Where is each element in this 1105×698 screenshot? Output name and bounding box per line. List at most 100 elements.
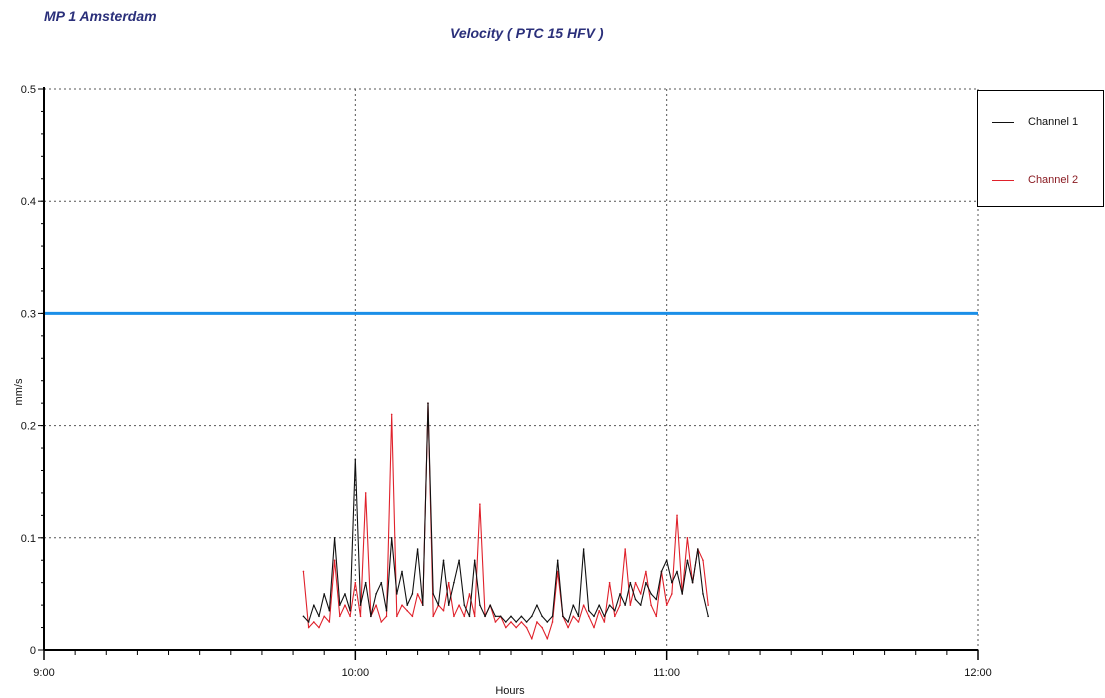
data-point	[671, 593, 673, 595]
legend-swatch-channel-2	[992, 179, 1014, 181]
legend-item-channel-1[interactable]: Channel 1	[992, 115, 1078, 129]
data-point	[432, 593, 434, 595]
y-tick-label: 0.5	[21, 84, 36, 96]
data-point	[536, 604, 538, 606]
data-point	[665, 604, 668, 606]
data-point	[686, 537, 689, 539]
data-point	[396, 593, 398, 595]
data-point	[489, 604, 492, 606]
data-point	[572, 615, 575, 618]
data-point	[603, 615, 606, 618]
x-axis-title: Hours	[495, 685, 525, 697]
data-point	[691, 581, 694, 584]
data-point	[349, 615, 351, 618]
data-point	[551, 621, 554, 623]
legend-item-channel-2[interactable]: Channel 2	[992, 173, 1078, 187]
data-point	[390, 537, 393, 539]
data-point	[624, 604, 626, 606]
data-point	[645, 570, 647, 573]
data-point	[520, 615, 523, 618]
data-point	[577, 621, 580, 623]
data-point	[567, 626, 569, 629]
y-tick-label: 0.4	[21, 196, 36, 208]
data-point	[359, 615, 362, 618]
data-point	[572, 604, 575, 606]
data-point	[468, 615, 471, 618]
data-point	[333, 559, 336, 562]
data-point	[411, 593, 414, 595]
data-point	[520, 621, 523, 623]
data-point	[380, 621, 383, 623]
data-point	[468, 593, 471, 595]
data-point	[406, 604, 409, 606]
data-point	[588, 609, 590, 612]
data-point	[442, 609, 445, 612]
data-point	[562, 615, 564, 618]
data-point	[390, 413, 393, 416]
data-point	[416, 548, 419, 550]
data-point	[593, 615, 595, 618]
data-point	[375, 593, 377, 595]
legend-label-channel-2: Channel 2	[1028, 174, 1079, 186]
data-point	[307, 621, 310, 623]
data-point	[634, 598, 637, 601]
data-point	[344, 604, 346, 606]
data-point	[411, 615, 414, 618]
data-point	[453, 581, 455, 584]
data-point	[588, 615, 590, 618]
data-point	[313, 621, 315, 623]
data-point	[619, 593, 621, 595]
data-point	[406, 609, 409, 612]
data-point	[525, 621, 528, 623]
data-point	[447, 581, 450, 584]
data-point	[473, 615, 476, 618]
data-point	[463, 604, 466, 606]
data-point	[354, 581, 357, 584]
data-point	[660, 570, 663, 573]
data-point	[582, 604, 585, 606]
data-point	[639, 604, 642, 606]
data-point	[598, 604, 601, 606]
data-point	[541, 626, 543, 629]
data-point	[359, 604, 362, 606]
data-point	[629, 604, 632, 606]
x-tick-label: 11:00	[653, 667, 680, 679]
data-point	[624, 548, 626, 550]
data-point	[598, 609, 601, 612]
data-point	[302, 570, 305, 573]
y-tick-label: 0.2	[21, 421, 36, 433]
data-point	[613, 609, 616, 612]
data-point	[380, 581, 383, 584]
data-point	[686, 559, 689, 562]
y-tick-label: 0.1	[21, 533, 36, 545]
legend: Channel 1 Channel 2	[977, 90, 1104, 207]
data-point	[354, 458, 357, 461]
y-tick-label: 0	[30, 645, 36, 657]
x-tick-label: 9:00	[33, 667, 54, 679]
data-point	[323, 615, 326, 618]
data-point	[650, 593, 652, 595]
data-point	[505, 626, 507, 629]
data-point	[421, 604, 424, 606]
data-point	[328, 609, 331, 612]
data-point	[515, 626, 517, 629]
data-point	[655, 598, 658, 601]
data-point	[707, 615, 709, 618]
data-point	[494, 621, 497, 623]
data-point	[510, 621, 512, 623]
data-point	[499, 615, 502, 618]
data-point	[437, 604, 440, 606]
data-point	[463, 615, 466, 618]
data-point	[525, 626, 528, 629]
data-point	[546, 637, 549, 640]
grid-layer	[44, 88, 979, 650]
data-point	[629, 581, 632, 584]
data-point	[318, 615, 320, 618]
data-point	[655, 615, 658, 618]
series-layer	[302, 402, 709, 640]
data-point	[530, 637, 533, 640]
data-point	[473, 559, 476, 562]
data-point	[333, 537, 336, 539]
